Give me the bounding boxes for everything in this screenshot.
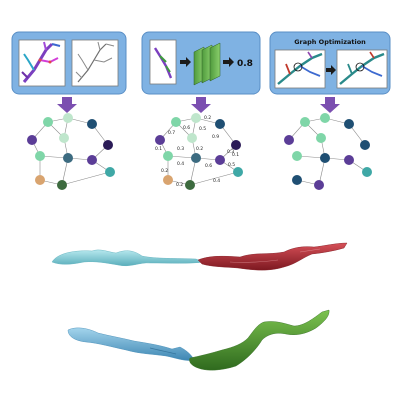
- graph-3-node: [314, 180, 324, 190]
- edge-weight: 0.3: [227, 149, 234, 155]
- graph-3: [284, 113, 372, 190]
- edge-weight: 0.6: [183, 125, 190, 131]
- graph-1-node: [87, 155, 97, 165]
- edge-weight: 0.6: [205, 163, 212, 169]
- graph-3-node: [344, 155, 354, 165]
- edge-weight: 0.9: [212, 134, 219, 140]
- graph-2-node: [191, 113, 201, 123]
- graph-2-node: [155, 135, 165, 145]
- cyan-segment: [51, 249, 205, 267]
- graph-1-node: [35, 175, 45, 185]
- graph-3-node: [316, 133, 326, 143]
- edge-weight: 0.2: [196, 146, 203, 152]
- segment-rendering-2: [67, 309, 330, 371]
- graph-1-node: [59, 133, 69, 143]
- graph-2-node: [171, 117, 181, 127]
- graph-2: 0.7 0.6 0.5 0.2 0.1 0.3 0.2 0.9 0.4 0.6 …: [155, 113, 243, 190]
- graph-2-node: [163, 151, 173, 161]
- edge-weight: 0.1: [232, 152, 239, 158]
- edge-weight: 0.4: [177, 161, 184, 167]
- graph-1-node: [57, 180, 67, 190]
- graph-3-node: [344, 119, 354, 129]
- edge-weight: 0.2: [204, 115, 211, 121]
- graph-3-node: [300, 117, 310, 127]
- graph-1-node: [43, 117, 53, 127]
- graph-3-node: [360, 140, 370, 150]
- graph-3-node: [320, 113, 330, 123]
- segment-rendering-1: [51, 242, 348, 271]
- graph-3-edges: [288, 117, 368, 186]
- panel-step2: 0.8: [141, 31, 261, 95]
- edge-weight: 0.7: [168, 130, 175, 136]
- blue-segment: [67, 327, 195, 361]
- graph-1-node: [63, 153, 73, 163]
- graph-1-node: [87, 119, 97, 129]
- graph-3-node: [292, 151, 302, 161]
- green-segment: [189, 309, 330, 371]
- probability-output: 0.8: [237, 59, 253, 69]
- graph-1-node: [35, 151, 45, 161]
- graph-1-node: [63, 113, 73, 123]
- right-arrow-icon: [223, 57, 234, 67]
- graph-2-node: [191, 153, 201, 163]
- graph-1-node: [105, 167, 115, 177]
- graph-2-node: [215, 155, 225, 165]
- panel-step3-title: Graph Optimization: [294, 38, 366, 46]
- red-segment: [197, 242, 348, 271]
- panel-step3: Graph Optimization: [269, 31, 391, 95]
- edge-weight: 0.2: [161, 168, 168, 174]
- edge-weight: 0.5: [228, 162, 235, 168]
- edge-weight-labels: 0.7 0.6 0.5 0.2 0.1 0.3 0.2 0.9 0.4 0.6 …: [155, 115, 239, 188]
- graph-2-node: [187, 133, 197, 143]
- before-optimization-thumbnail: [274, 49, 326, 89]
- graph-1-edges: [31, 117, 111, 186]
- right-arrow-icon: [180, 57, 191, 67]
- graph-2-node: [163, 175, 173, 185]
- graph-3-node: [292, 175, 302, 185]
- down-arrow-1: [57, 97, 77, 113]
- graph-2-node: [231, 140, 241, 150]
- right-arrow-icon: [326, 65, 336, 75]
- graph-2-node: [233, 167, 243, 177]
- cnn-layers-icon: [193, 42, 221, 86]
- edge-weight: 0.3: [177, 146, 184, 152]
- edge-weight: 0.5: [199, 126, 206, 132]
- graph-3-node: [362, 167, 372, 177]
- down-arrow-3: [320, 97, 340, 113]
- edge-weight: 0.1: [155, 146, 162, 152]
- down-arrow-2: [191, 97, 211, 113]
- graph-2-node: [215, 119, 225, 129]
- colored-segments-thumbnail: [18, 39, 66, 87]
- input-segment-thumbnail: [149, 39, 177, 85]
- graph-1-node: [27, 135, 37, 145]
- panel-step1: [11, 31, 127, 95]
- graph-1: [27, 113, 115, 190]
- graph-3-node: [320, 153, 330, 163]
- graph-2-node: [185, 180, 195, 190]
- after-optimization-thumbnail: [336, 49, 388, 89]
- edge-weight: 0.4: [213, 178, 220, 184]
- edge-weight: 0.2: [176, 182, 183, 188]
- skeleton-thumbnail: [71, 39, 119, 87]
- graph-3-node: [284, 135, 294, 145]
- graph-1-node: [103, 140, 113, 150]
